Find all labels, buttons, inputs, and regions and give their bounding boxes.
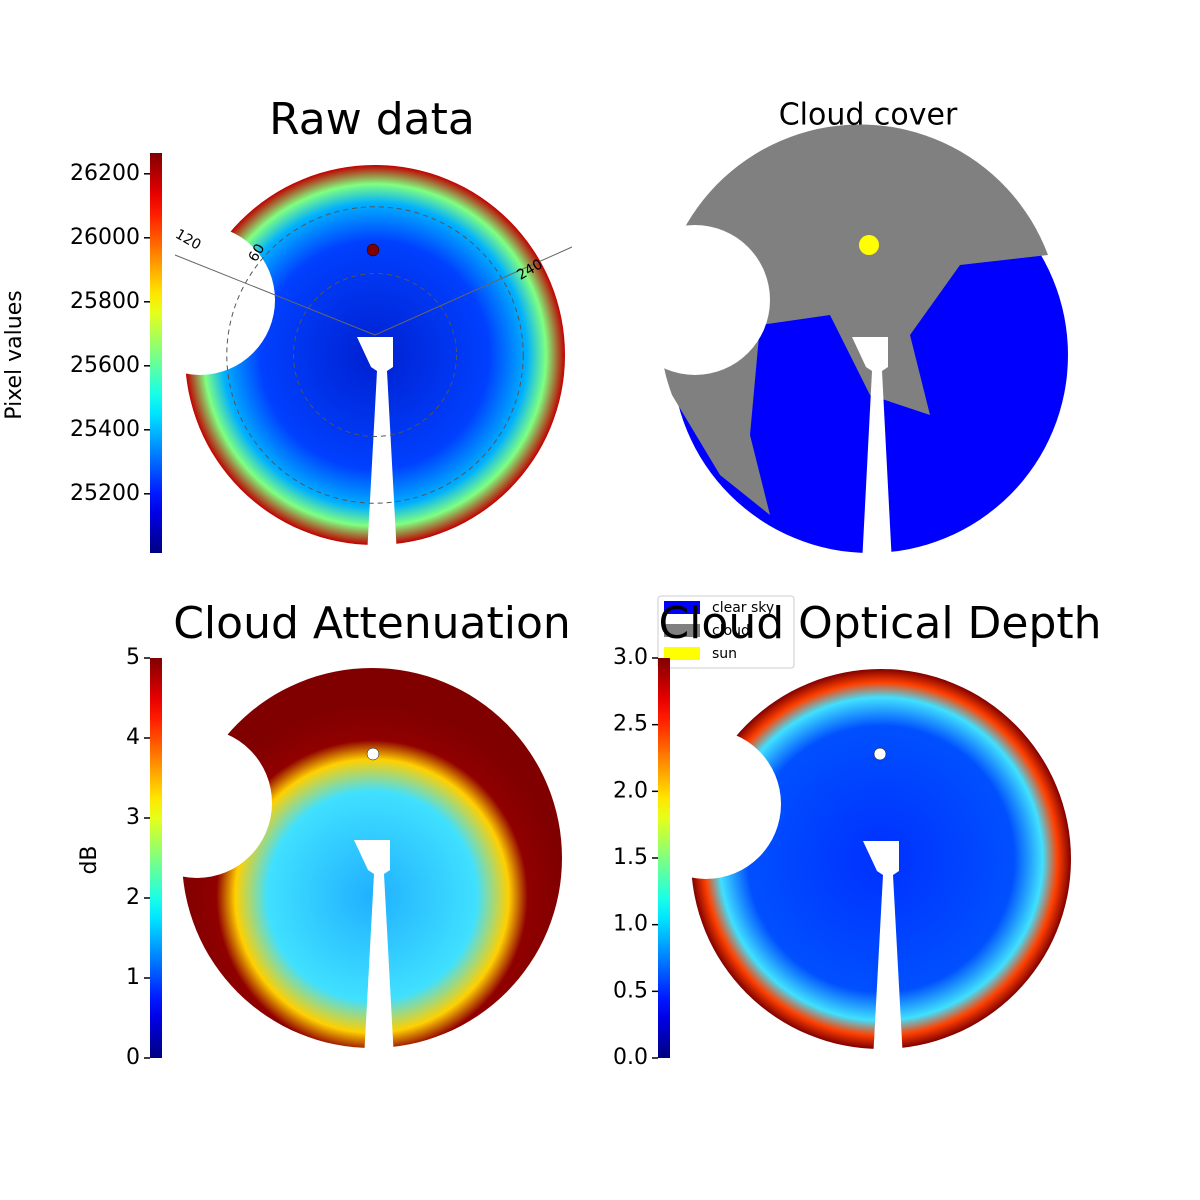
mask-bite [631,729,781,879]
colorbar-tick-label: 1.5 [613,845,648,870]
colorbar-tick-label: 0.5 [613,978,648,1003]
colorbar-tick-label: 1 [126,965,140,990]
colorbar-label: Pixel values [2,290,27,419]
colorbar-tick-label: 26000 [70,225,140,250]
polar-ring [226,206,524,504]
colorbar-tick-label: 25600 [70,353,140,378]
colorbar-tick-label: 5 [126,645,140,670]
polar-spoke [174,254,376,336]
colorbar-tick-label: 3 [126,805,140,830]
sun-marker [859,235,879,255]
colorbar-tick-label: 2.5 [613,712,648,737]
polar-label: 60 [246,241,269,264]
legend-swatch [664,647,700,660]
sun-marker [366,243,380,257]
legend-label: clear sky [712,600,774,616]
mask-bite [620,225,770,375]
colorbar-tick-label: 25800 [70,289,140,314]
chart-title: Cloud cover [779,98,958,133]
colorbar-tick-label: 26200 [70,161,140,186]
colorbar-tick-label: 25200 [70,481,140,506]
colorbar-tick-label: 1.0 [613,912,648,937]
legend-label: cloud [712,623,750,639]
colorbar-tick-label: 4 [126,725,140,750]
colorbar-label: dB [77,845,102,874]
legend-swatch [664,601,700,614]
mask-pole [852,337,892,564]
colorbar [150,153,162,553]
mask-pole [354,840,394,1059]
colorbar-tick-label: 0.0 [613,1045,648,1070]
polar-ring [292,272,458,438]
colorbar-tick-label: 0 [126,1045,140,1070]
polar-spoke [374,246,573,336]
colorbar [150,658,162,1058]
colorbar-tick-label: 2.0 [613,778,648,803]
cloud-region [659,124,1048,516]
colorbar-tick-label: 3.0 [613,645,648,670]
chart-title: Cloud Attenuation [173,598,571,649]
mask-pole [357,337,397,556]
legend-label: sun [712,646,737,662]
chart-title: Cloud Optical Depth [658,598,1101,649]
mask-pole [863,841,903,1060]
sun-marker [366,747,380,761]
legend-swatch [664,624,700,637]
mask-bite [122,728,272,878]
mask-bite [125,225,275,375]
colorbar-tick-label: 2 [126,885,140,910]
sky-image [125,165,565,556]
sky-image [122,668,562,1059]
sky-image [631,669,1071,1060]
colorbar-tick-label: 25400 [70,417,140,442]
sun-marker [873,747,887,761]
chart-title: Raw data [269,94,475,145]
sky-image [620,124,1068,564]
legend: clear sky cloud sun [657,595,795,669]
colorbar [658,658,670,1058]
